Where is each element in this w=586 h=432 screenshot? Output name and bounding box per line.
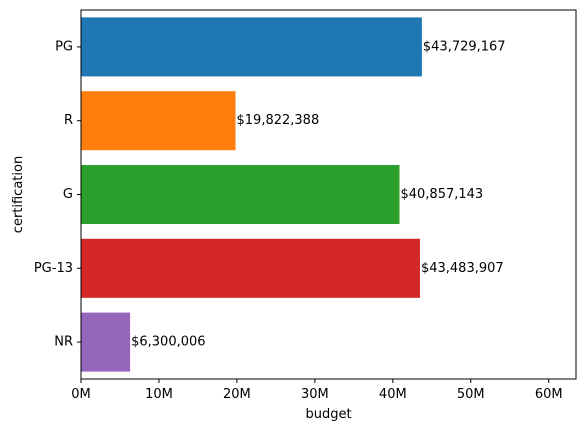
x-tick-label: 20M	[223, 387, 251, 402]
y-axis-ticks: PG R G PG-13 NR	[34, 39, 81, 350]
bars-group	[81, 17, 422, 372]
data-label-nr: $6,300,006	[131, 335, 205, 350]
x-tick-label: 50M	[457, 387, 485, 402]
y-tick-label: PG-13	[34, 261, 73, 276]
data-label-pg: $43,729,167	[423, 39, 506, 54]
plot-frame	[80, 9, 577, 380]
data-label-g: $40,857,143	[400, 187, 483, 202]
x-tick-label: 10M	[145, 387, 173, 402]
x-tick-label: 0M	[71, 387, 91, 402]
bar-pg	[81, 17, 422, 77]
y-tick-label: NR	[54, 335, 73, 350]
y-tick-label: PG	[55, 39, 73, 54]
bar-nr	[81, 312, 131, 372]
bar-g	[81, 164, 400, 225]
data-labels-group: $43,729,167 $19,822,388 $40,857,143 $43,483…	[131, 39, 505, 349]
x-tick-label: 30M	[301, 387, 329, 402]
x-axis-label: budget	[305, 407, 351, 422]
y-tick-label: R	[64, 113, 73, 128]
y-axis-label: certification	[11, 156, 26, 233]
x-tick-label: 40M	[379, 387, 407, 402]
x-axis-ticks: 0M 10M 20M 30M 40M 50M 60M	[71, 379, 563, 402]
data-label-pg-13: $43,483,907	[421, 261, 504, 276]
y-tick-label: G	[63, 187, 73, 202]
bar-r	[81, 91, 236, 151]
bar-pg-13	[81, 238, 420, 298]
x-tick-label: 60M	[535, 387, 563, 402]
data-label-r: $19,822,388	[237, 113, 320, 128]
